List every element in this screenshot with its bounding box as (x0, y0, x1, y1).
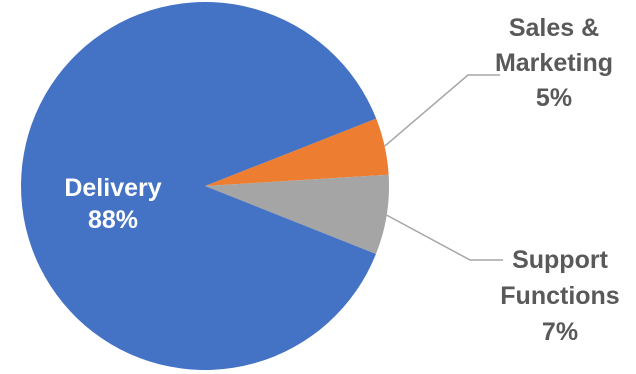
label-support-functions: Support Functions 7% (500, 246, 619, 346)
leader-lines (384, 74, 503, 261)
label-support-functions-line-1: Support (512, 246, 608, 274)
pie-slices (21, 1, 390, 370)
leader-sales-and-marketing (384, 74, 500, 147)
label-delivery-line-1: Delivery (64, 174, 161, 202)
slice-support-functions (205, 174, 390, 255)
label-delivery-line-2: 88% (88, 206, 138, 234)
label-delivery: Delivery 88% (64, 174, 161, 234)
pie-labels: Delivery 88% Sales & Marketing 5% Support Func… (64, 14, 619, 346)
label-sales-and-marketing-line-3: 5% (536, 84, 572, 112)
label-sales-and-marketing-line-2: Marketing (495, 49, 613, 77)
label-support-functions-line-2: Functions (500, 282, 619, 310)
label-support-functions-line-3: 7% (542, 318, 578, 346)
label-sales-and-marketing: Sales & Marketing 5% (495, 14, 613, 112)
label-sales-and-marketing-line-1: Sales & (509, 14, 599, 42)
slice-delivery (21, 1, 377, 370)
slice-sales-and-marketing (205, 118, 389, 186)
leader-support-functions (386, 214, 503, 261)
